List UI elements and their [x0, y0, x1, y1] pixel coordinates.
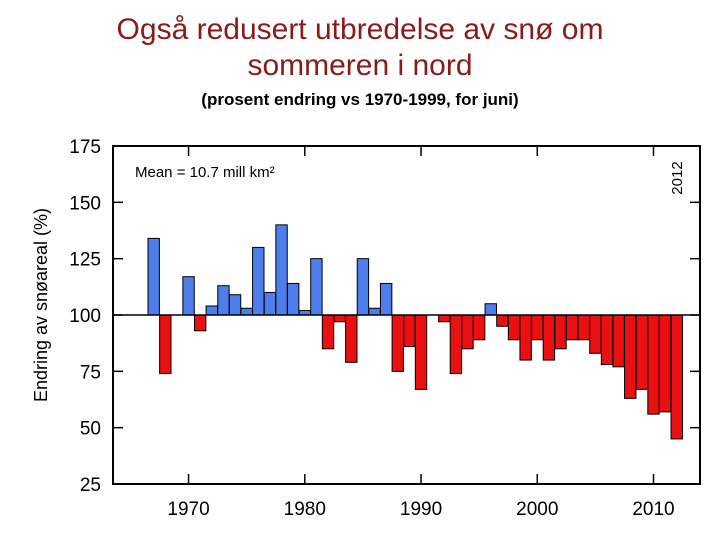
x-tick-label-2010: 2010 [632, 499, 674, 520]
bar-1995 [472, 314, 486, 341]
bar-1989 [403, 314, 416, 348]
bars-group [147, 224, 683, 440]
bar-1992 [438, 314, 451, 323]
bar-2005 [589, 314, 602, 354]
chart-subtitle: (prosent endring vs 1970-1999, for juni) [201, 90, 519, 109]
bar-1998 [507, 314, 521, 341]
bar-1997 [496, 314, 509, 327]
y-tick-label-50: 50 [80, 419, 101, 440]
bar-1984 [345, 314, 358, 363]
bar-1967 [147, 237, 160, 316]
bar-2010 [647, 314, 660, 415]
bar-1972 [205, 305, 218, 316]
bar-2001 [542, 314, 556, 361]
bar-1971 [193, 314, 207, 332]
bar-1986 [368, 307, 381, 316]
bar-2000 [531, 314, 544, 341]
bar-1978 [275, 224, 288, 316]
bar-1979 [286, 282, 300, 316]
y-tick-label-175: 175 [69, 137, 101, 158]
y-tick-label-100: 100 [69, 306, 101, 327]
bar-1985 [356, 258, 370, 316]
mean-annotation: Mean = 10.7 mill km² [135, 164, 275, 181]
y-tick-label-150: 150 [69, 193, 101, 214]
x-tick-label-1990: 1990 [400, 499, 442, 520]
bar-2011 [658, 314, 672, 413]
bar-1990 [414, 314, 428, 390]
y-tick-label-25: 25 [80, 475, 101, 496]
bar-1981 [310, 258, 323, 316]
bar-2002 [554, 314, 567, 350]
bar-1993 [449, 314, 463, 375]
bar-2009 [635, 314, 649, 390]
bar-2006 [600, 314, 614, 366]
chart-title: Også redusert utbredelse av snø om somme… [0, 12, 720, 84]
bar-1975 [240, 307, 253, 316]
bar-2003 [565, 314, 579, 341]
bar-1973 [217, 285, 230, 316]
bar-1988 [391, 314, 404, 372]
year-annotation: 2012 [669, 161, 686, 194]
y-tick-label-125: 125 [69, 250, 101, 271]
bar-2007 [612, 314, 625, 368]
x-tick-label-1980: 1980 [284, 499, 326, 520]
chart-title-line2: sommeren i nord [247, 49, 473, 82]
bar-1983 [333, 314, 346, 323]
bar-1982 [321, 314, 335, 350]
x-tick-label-2000: 2000 [516, 499, 558, 520]
bar-2004 [577, 314, 590, 341]
y-axis-ticks: 25 50 75 100 125 150 175 [69, 137, 700, 496]
y-axis-label: Endring av snøareal (%) [31, 208, 51, 402]
bar-1976 [252, 246, 265, 316]
x-axis-ticks: 1970 1980 1990 2000 2010 [167, 146, 675, 520]
bar-1999 [519, 314, 532, 361]
bar-1974 [228, 294, 242, 316]
bar-2008 [624, 314, 637, 399]
y-tick-label-75: 75 [80, 362, 101, 383]
bar-1970 [182, 276, 195, 316]
bar-1994 [461, 314, 474, 350]
bar-1987 [379, 282, 393, 316]
bar-1977 [263, 291, 277, 316]
chart-title-line1: Også redusert utbredelse av snø om [116, 13, 604, 46]
bar-1996 [484, 303, 497, 316]
x-tick-label-1970: 1970 [167, 499, 209, 520]
bar-2012 [670, 314, 683, 440]
bar-1968 [159, 314, 172, 375]
